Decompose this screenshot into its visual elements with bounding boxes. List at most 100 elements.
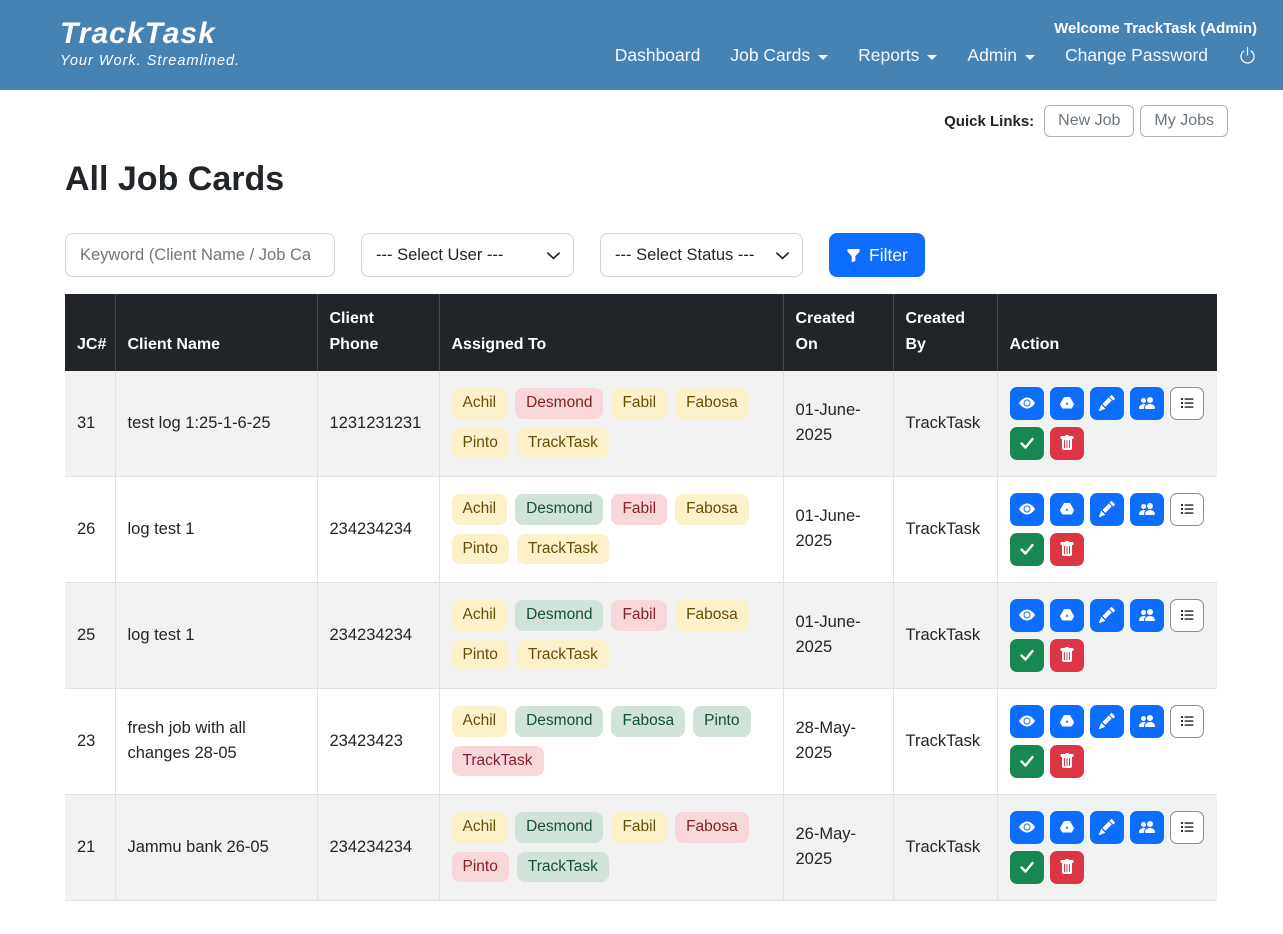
users-action-button[interactable] (1129, 704, 1164, 738)
assignee-badge: Desmond (515, 706, 604, 737)
nav-item-reports[interactable]: Reports (858, 45, 938, 66)
list-action-button[interactable] (1169, 386, 1204, 420)
created-by: TrackTask (893, 476, 998, 583)
filter-button[interactable]: Filter (829, 233, 925, 277)
pencil-action-button[interactable] (1089, 386, 1124, 420)
client-phone: 234234234 (317, 794, 440, 901)
new-job-button[interactable]: New Job (1044, 105, 1135, 137)
created-by: TrackTask (893, 794, 998, 901)
caret-down-icon (927, 54, 938, 60)
trash-action-button[interactable] (1049, 426, 1084, 460)
trash-action-button[interactable] (1049, 638, 1084, 672)
pencil-action-button[interactable] (1089, 810, 1124, 844)
eye-action-button[interactable] (1009, 810, 1044, 844)
created-on: 28-May-2025 (783, 688, 894, 795)
assignee-badge: Fabosa (675, 600, 749, 631)
pencil-action-button[interactable] (1089, 704, 1124, 738)
assignee-badge: Fabil (611, 388, 668, 419)
action-buttons (1009, 598, 1210, 672)
assigned-to-cell: Achil Desmond Fabosa Pinto TrackTask (439, 688, 784, 795)
list-action-button[interactable] (1169, 598, 1204, 632)
users-action-button[interactable] (1129, 386, 1164, 420)
users-action-button[interactable] (1129, 810, 1164, 844)
assignee-badge: TrackTask (516, 639, 609, 671)
users-action-button[interactable] (1129, 492, 1164, 526)
assignee-badge: Fabosa (675, 388, 749, 419)
jc-number: 25 (65, 582, 116, 689)
check-action-button[interactable] (1009, 532, 1044, 566)
check-action-button[interactable] (1009, 638, 1044, 672)
user-select[interactable]: --- Select User --- (361, 233, 574, 277)
brand-logo[interactable]: TrackTask Your Work. Streamlined. (60, 17, 240, 70)
nav-item-job-cards[interactable]: Job Cards (730, 45, 829, 66)
assignee-badge: Fabosa (675, 812, 749, 843)
eye-action-button[interactable] (1009, 598, 1044, 632)
table-header: JC# Client Name Client Phone Assigned To… (65, 294, 1217, 371)
pencil-action-button[interactable] (1089, 598, 1124, 632)
assignee-badge: Achil (451, 600, 508, 631)
quick-links-label: Quick Links: (944, 112, 1035, 130)
action-buttons (1009, 386, 1210, 460)
jc-number: 23 (65, 688, 116, 795)
nav-item-label: Reports (858, 45, 920, 65)
chevron-down-icon (775, 248, 790, 263)
assignee-badge: Achil (451, 388, 508, 419)
assigned-badges: Achil Desmond Fabosa Pinto TrackTask (451, 706, 771, 777)
created-on: 26-May-2025 (783, 794, 894, 901)
check-action-button[interactable] (1009, 850, 1044, 884)
created-by: TrackTask (893, 370, 998, 477)
status-select[interactable]: --- Select Status --- (600, 233, 803, 277)
eye-action-button[interactable] (1009, 492, 1044, 526)
list-action-button[interactable] (1169, 810, 1204, 844)
action-cell (997, 476, 1217, 583)
nav-item-change-password[interactable]: Change Password (1065, 45, 1208, 66)
drive-action-button[interactable] (1049, 386, 1084, 420)
list-action-button[interactable] (1169, 704, 1204, 738)
client-phone: 234234234 (317, 476, 440, 583)
caret-down-icon (1025, 54, 1035, 60)
trash-action-button[interactable] (1049, 532, 1084, 566)
assignee-badge: Pinto (451, 851, 509, 883)
trash-action-button[interactable] (1049, 744, 1084, 778)
keyword-input[interactable] (65, 233, 335, 277)
eye-action-button[interactable] (1009, 704, 1044, 738)
assignee-badge: Achil (451, 494, 508, 525)
drive-action-button[interactable] (1049, 810, 1084, 844)
quick-links: Quick Links: New Job My Jobs (65, 102, 1228, 140)
check-action-button[interactable] (1009, 744, 1044, 778)
trash-action-button[interactable] (1049, 850, 1084, 884)
header-assigned-to: Assigned To (439, 294, 784, 371)
created-on: 01-June-2025 (783, 370, 894, 477)
my-jobs-button[interactable]: My Jobs (1140, 105, 1228, 137)
assignee-badge: Desmond (515, 388, 604, 419)
chevron-down-icon (546, 248, 561, 263)
logout-button[interactable] (1238, 46, 1257, 65)
pencil-action-button[interactable] (1089, 492, 1124, 526)
assigned-badges: Achil Desmond Fabil Fabosa Pinto TrackTask (451, 812, 771, 883)
eye-action-button[interactable] (1009, 386, 1044, 420)
assigned-to-cell: Achil Desmond Fabil Fabosa Pinto TrackTask (439, 370, 784, 477)
action-cell (997, 688, 1217, 795)
filter-bar: --- Select User --- --- Select Status --… (65, 233, 1228, 277)
drive-action-button[interactable] (1049, 492, 1084, 526)
assigned-badges: Achil Desmond Fabil Fabosa Pinto TrackTask (451, 494, 771, 565)
status-select-value: --- Select Status --- (615, 245, 755, 264)
client-phone: 1231231231 (317, 370, 440, 477)
funnel-icon (846, 248, 861, 263)
users-action-button[interactable] (1129, 598, 1164, 632)
drive-action-button[interactable] (1049, 598, 1084, 632)
list-action-button[interactable] (1169, 492, 1204, 526)
check-action-button[interactable] (1009, 426, 1044, 460)
drive-action-button[interactable] (1049, 704, 1084, 738)
created-on: 01-June-2025 (783, 476, 894, 583)
table-row: 31 test log 1:25-1-6-25 1231231231 Achil… (65, 370, 1217, 477)
action-buttons (1009, 492, 1210, 566)
table-row: 25 log test 1 234234234 Achil Desmond Fabi… (65, 582, 1217, 689)
nav-item-admin[interactable]: Admin (967, 45, 1035, 66)
assigned-badges: Achil Desmond Fabil Fabosa Pinto TrackTask (451, 600, 771, 671)
assignee-badge: Pinto (693, 706, 751, 737)
nav-item-label: Admin (967, 45, 1017, 65)
created-by: TrackTask (893, 688, 998, 795)
power-icon (1238, 46, 1257, 65)
nav-item-dashboard[interactable]: Dashboard (615, 45, 701, 66)
